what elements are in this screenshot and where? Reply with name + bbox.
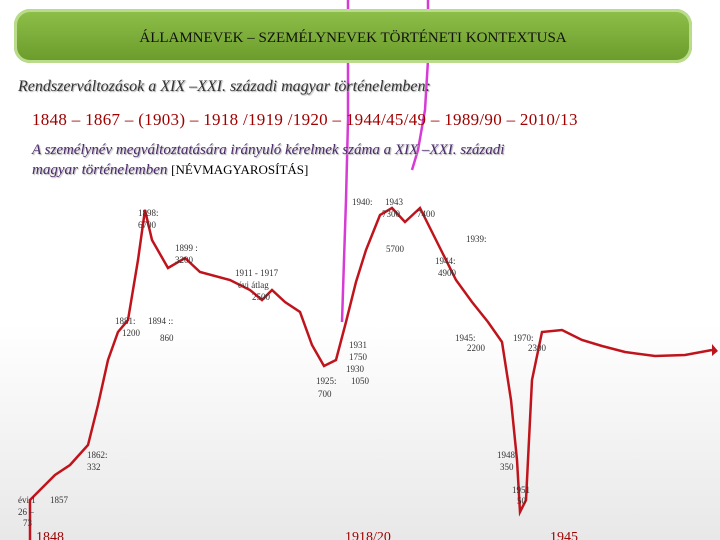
- annotation: 2500: [252, 292, 270, 302]
- annotation: 3200: [175, 255, 193, 265]
- annotation: évi 1: [18, 495, 36, 505]
- annotation: 1925:: [316, 376, 337, 386]
- annotation: 1200: [122, 328, 140, 338]
- annotation: 1881:: [115, 316, 136, 326]
- annotation: 50: [517, 496, 526, 506]
- heading: magyar történelemben [NÉVMAGYAROSÍTÁS]: [32, 162, 308, 179]
- annotation: 73: [23, 518, 32, 528]
- annotation: 1899 :: [175, 243, 198, 253]
- timeline: 1848 – 1867 – (1903) – 1918 /1919 /1920 …: [32, 110, 578, 129]
- heading-text: magyar történelemben: [32, 162, 168, 178]
- annotation: 350: [500, 462, 514, 472]
- annotation: 1939:: [466, 234, 487, 244]
- annotation: 1930: [346, 364, 364, 374]
- annotation: 1943: [385, 197, 403, 207]
- annotation: 1894 ::: [148, 316, 174, 326]
- annotation: 332: [87, 462, 101, 472]
- annotation: 1750: [349, 352, 367, 362]
- annotation: 1862:: [87, 450, 108, 460]
- title: ÁLLAMNEVEK – SZEMÉLYNEVEK TÖRTÉNETI KONT…: [139, 30, 567, 46]
- annotation: 1050: [351, 376, 369, 386]
- annotation: 5700: [386, 244, 404, 254]
- annotation: 1857: [50, 495, 68, 505]
- header: ÁLLAMNEVEK – SZEMÉLYNEVEK TÖRTÉNETI KONT…: [14, 9, 692, 63]
- annotation: 1931: [349, 340, 367, 350]
- annotation: 860: [160, 333, 174, 343]
- axis-label: 1945: [550, 530, 578, 540]
- annotation: 1948: [497, 450, 515, 460]
- annotation: 2300: [528, 343, 546, 353]
- annotation: 26 –: [18, 507, 34, 517]
- annotation: 1940:: [352, 197, 373, 207]
- marker-line: [340, 0, 350, 323]
- annotation: 6700: [138, 220, 156, 230]
- annotation: 7400: [417, 209, 435, 219]
- annotation: 2200: [467, 343, 485, 353]
- heading-tag: [NÉVMAGYAROSÍTÁS]: [171, 162, 309, 177]
- trend-curve: [28, 205, 713, 540]
- annotation: évi átlag: [238, 280, 269, 290]
- annotation: 700: [318, 389, 332, 399]
- annotation: 1970:: [513, 333, 534, 343]
- arrow-head: [712, 344, 718, 356]
- annotation: 1945:: [455, 333, 476, 343]
- annotation: 1911 - 1917: [235, 268, 279, 278]
- annotation: 4900: [438, 268, 456, 278]
- axis-label: 1918/20: [345, 530, 391, 540]
- subtitle: Rendszerváltozások a XIX –XXI. századi m…: [18, 78, 431, 95]
- annotation: 7300: [382, 209, 400, 219]
- heading: A személynév megváltoztatására irányuló …: [32, 142, 505, 158]
- axis-label: 1848: [36, 530, 64, 540]
- annotation: 1944:: [435, 256, 456, 266]
- annotation: 1898:: [138, 208, 159, 218]
- annotation: 1951: [512, 485, 530, 495]
